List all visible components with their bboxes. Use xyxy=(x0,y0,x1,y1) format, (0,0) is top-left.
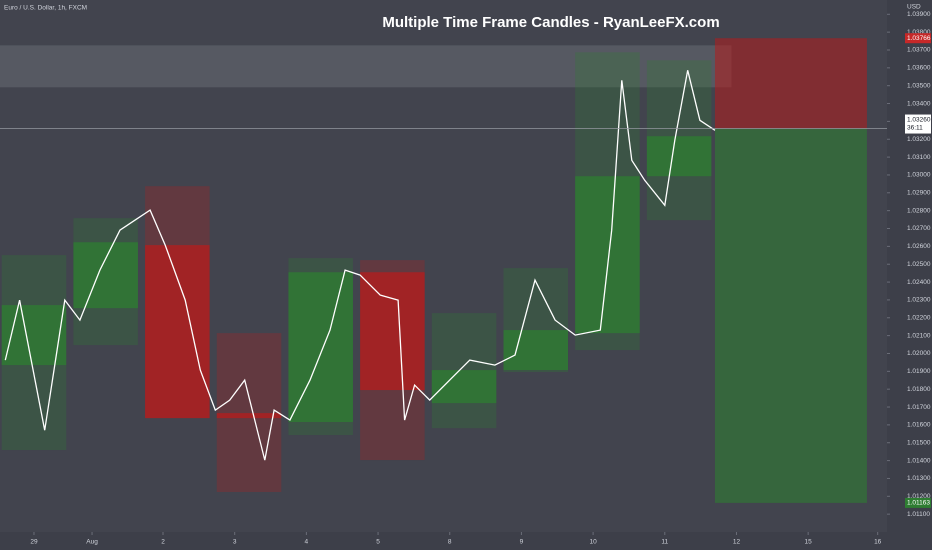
stop-zone xyxy=(714,38,867,129)
x-tick-label: 9 xyxy=(520,539,524,546)
price-line xyxy=(4,70,716,461)
target-tag-label: 1.01163 xyxy=(907,500,930,507)
x-tick-label: Aug xyxy=(86,539,98,546)
x-tick-label: 29 xyxy=(30,539,38,546)
candle-body xyxy=(503,330,569,371)
y-tick-label: 1.02200 xyxy=(907,314,931,321)
x-tick-label: 11 xyxy=(661,539,668,546)
y-tick-label: 1.01100 xyxy=(907,511,930,518)
candle-body xyxy=(216,413,282,419)
y-tick-label: 1.03600 xyxy=(907,65,931,72)
candle-body xyxy=(646,136,712,177)
y-tick-label: 1.02100 xyxy=(907,332,931,339)
x-tick-label: 4 xyxy=(305,539,309,546)
y-tick-label: 1.01800 xyxy=(907,386,931,393)
symbol: Euro / U.S. Dollar, 1h, FXCM xyxy=(4,5,87,12)
countdown: 36:11 xyxy=(907,124,923,131)
candle-body xyxy=(360,272,425,391)
y-tick-label: 1.03800 xyxy=(907,29,931,36)
x-tick-label: 5 xyxy=(376,539,380,546)
y-tick-label: 1.01500 xyxy=(907,439,931,446)
zone xyxy=(0,45,732,88)
y-tick-label: 1.03100 xyxy=(907,154,931,161)
y-tick-label: 1.02800 xyxy=(907,207,931,214)
y-tick-label: 1.03900 xyxy=(907,11,931,18)
plot xyxy=(0,38,887,503)
target-tag xyxy=(905,497,931,508)
target-zone xyxy=(714,128,867,503)
y-tick-label: 1.02900 xyxy=(907,190,931,197)
stop-tag xyxy=(905,33,931,44)
y-tick-label: 1.02700 xyxy=(907,225,931,232)
x-tick-label: 16 xyxy=(874,539,882,546)
y-tick-label: 1.03400 xyxy=(907,100,931,107)
x-tick-label: 12 xyxy=(733,539,741,546)
candle-body xyxy=(575,176,640,334)
x-tick-label: 2 xyxy=(161,539,165,546)
candle-body xyxy=(73,242,138,309)
y-tick-label: 1.02500 xyxy=(907,261,931,268)
candle-body xyxy=(288,272,353,423)
y-tick-label: 1.01300 xyxy=(907,475,931,482)
y-tick-label: 1.02300 xyxy=(907,297,931,304)
y-tick-label: 1.01600 xyxy=(907,422,931,429)
y-tick-label: 1.02600 xyxy=(907,243,931,250)
y-tick-label: 1.02400 xyxy=(907,279,931,286)
candle-range xyxy=(216,333,282,493)
candle-body xyxy=(145,245,210,419)
currency: USD xyxy=(907,4,921,11)
y-tick-label: 1.03000 xyxy=(907,172,931,179)
time-axis xyxy=(0,532,887,550)
y-tick-label: 1.01900 xyxy=(907,368,931,375)
y-tick-label: 1.01400 xyxy=(907,457,931,464)
y-tick-label: 1.03200 xyxy=(907,136,931,143)
y-tick-label: 1.01200 xyxy=(907,493,931,500)
price-axis xyxy=(887,0,932,550)
y-tick-label: 1.01700 xyxy=(907,404,931,411)
y-tick-label: 1.02000 xyxy=(907,350,931,357)
y-tick-label: 1.03700 xyxy=(907,47,931,54)
candle-body xyxy=(1,305,67,366)
x-tick-label: 8 xyxy=(448,539,452,546)
entry-tag xyxy=(905,114,931,134)
x-tick-label: 3 xyxy=(233,539,237,546)
candle-body xyxy=(431,370,497,404)
x-tick-label: 15 xyxy=(805,539,813,546)
chart-title: Multiple Time Frame Candles - RyanLeeFX.… xyxy=(382,14,719,31)
y-tick-label: 1.03500 xyxy=(907,82,931,89)
x-tick-label: 10 xyxy=(589,539,597,546)
stop-tag-label: 1.03766 xyxy=(907,35,931,42)
entry-tag-label: 1.03260 xyxy=(907,116,931,123)
